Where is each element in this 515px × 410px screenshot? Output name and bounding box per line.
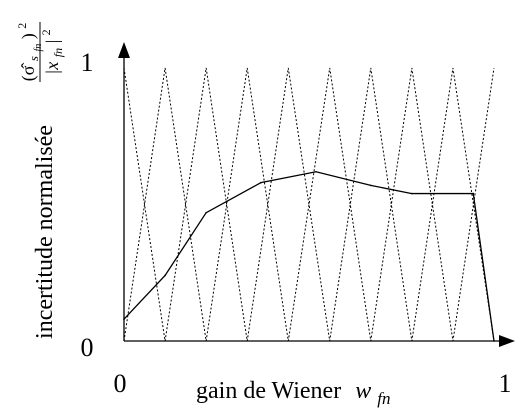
formula-abs-close: |	[42, 40, 62, 44]
dotted-zigzag-b	[123, 67, 495, 342]
data-point	[411, 192, 413, 195]
data-point	[205, 211, 207, 214]
series-line-0	[123, 171, 495, 342]
y-tick-label-1: 1	[81, 48, 94, 77]
x-axis-label-subscript: fn	[377, 389, 390, 408]
y-axis-label-formula: (σ̂ s fn ) 2 |x fn | 2	[15, 22, 66, 82]
data-point	[315, 170, 317, 173]
data-point	[369, 184, 372, 187]
y-axis-arrowhead	[118, 42, 130, 58]
formula-numerator: (σ̂ s fn ) 2	[15, 23, 45, 82]
formula-power-den: 2	[39, 29, 53, 35]
formula-denominator: |x fn | 2	[39, 29, 66, 74]
x-axis-arrowhead	[499, 335, 515, 347]
data-point	[472, 192, 475, 195]
formula-power-num: 2	[15, 23, 29, 29]
dotted-zigzag-a	[123, 67, 495, 342]
formula-abs-x: |x	[42, 62, 62, 75]
y-axis-label: incertitude normalisée	[32, 125, 58, 339]
x-axis-label: gain de Wiener w fn	[196, 378, 390, 408]
x-axis-label-text: gain de Wiener	[196, 378, 341, 404]
formula-den-sub: fn	[51, 48, 65, 57]
formula-sub-s: s	[26, 56, 41, 61]
data-point	[260, 181, 262, 184]
dotted-zigzag-curves	[123, 67, 495, 342]
y-tick-label-0: 0	[81, 333, 94, 362]
x-tick-label-1: 1	[499, 369, 512, 398]
x-tick-label-0: 0	[114, 369, 127, 398]
data-point	[164, 274, 166, 277]
axes	[118, 42, 515, 347]
formula-sub-fn: fn	[33, 44, 44, 52]
series-layer	[123, 170, 495, 342]
x-axis-label-symbol: w	[355, 378, 371, 404]
formula-close-paren: )	[18, 33, 39, 39]
formula-sigma-hat: (σ̂	[18, 63, 39, 82]
